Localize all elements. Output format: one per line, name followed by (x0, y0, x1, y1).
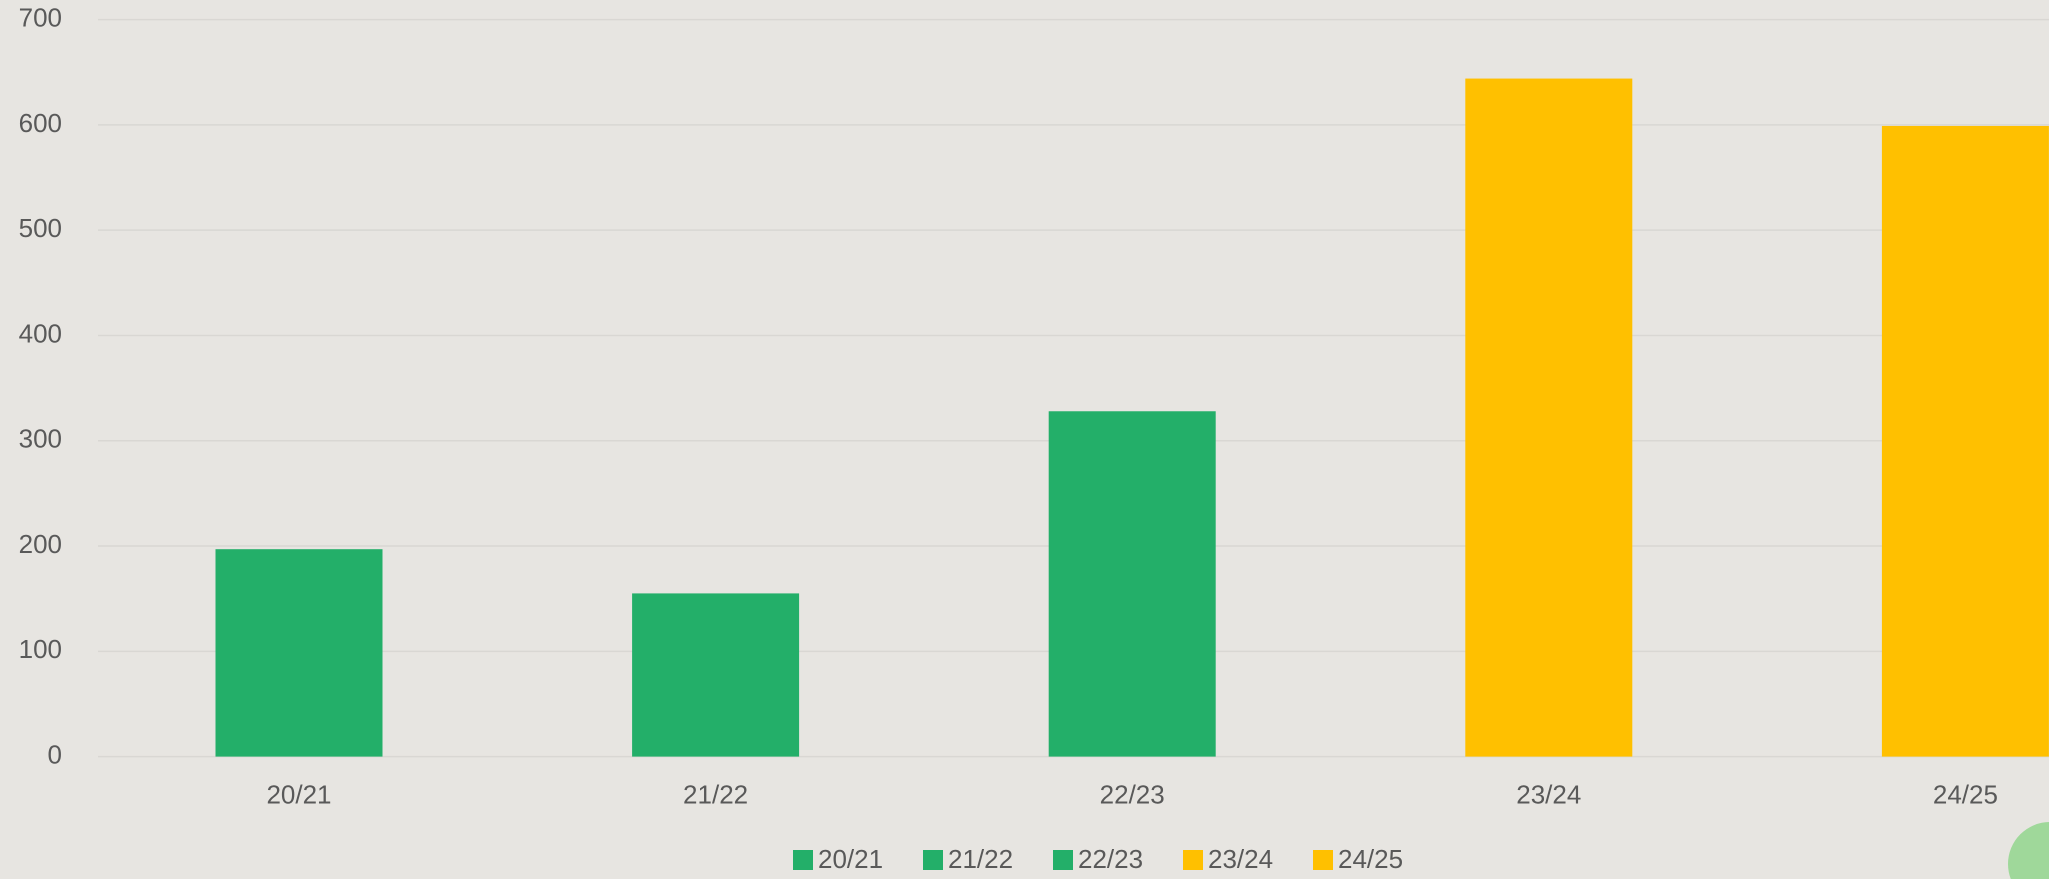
legend-swatch (1313, 850, 1333, 870)
bar (632, 593, 800, 757)
legend-label: 20/21 (818, 844, 883, 874)
y-tick-label: 400 (19, 318, 62, 348)
y-tick-label: 700 (19, 2, 62, 32)
legend-label: 21/22 (948, 844, 1013, 874)
legend-swatch (793, 850, 813, 870)
x-tick-label: 23/24 (1516, 779, 1581, 809)
y-tick-label: 100 (19, 634, 62, 664)
legend-swatch (923, 850, 943, 870)
legend-swatch (1053, 850, 1073, 870)
y-tick-label: 200 (19, 529, 62, 559)
y-tick-label: 0 (48, 739, 62, 769)
x-tick-label: 21/22 (683, 779, 748, 809)
bar (1465, 78, 1633, 757)
bar (1048, 411, 1216, 757)
legend-label: 22/23 (1078, 844, 1143, 874)
legend-label: 24/25 (1338, 844, 1403, 874)
y-tick-label: 300 (19, 424, 62, 454)
y-tick-label: 500 (19, 213, 62, 243)
bar (215, 549, 383, 757)
x-tick-label: 24/25 (1933, 779, 1998, 809)
legend-label: 23/24 (1208, 844, 1273, 874)
x-tick-label: 20/21 (266, 779, 331, 809)
bar (1881, 125, 2049, 757)
legend-swatch (1183, 850, 1203, 870)
decoration (2008, 822, 2049, 879)
y-tick-label: 600 (19, 108, 62, 138)
x-tick-label: 22/23 (1100, 779, 1165, 809)
